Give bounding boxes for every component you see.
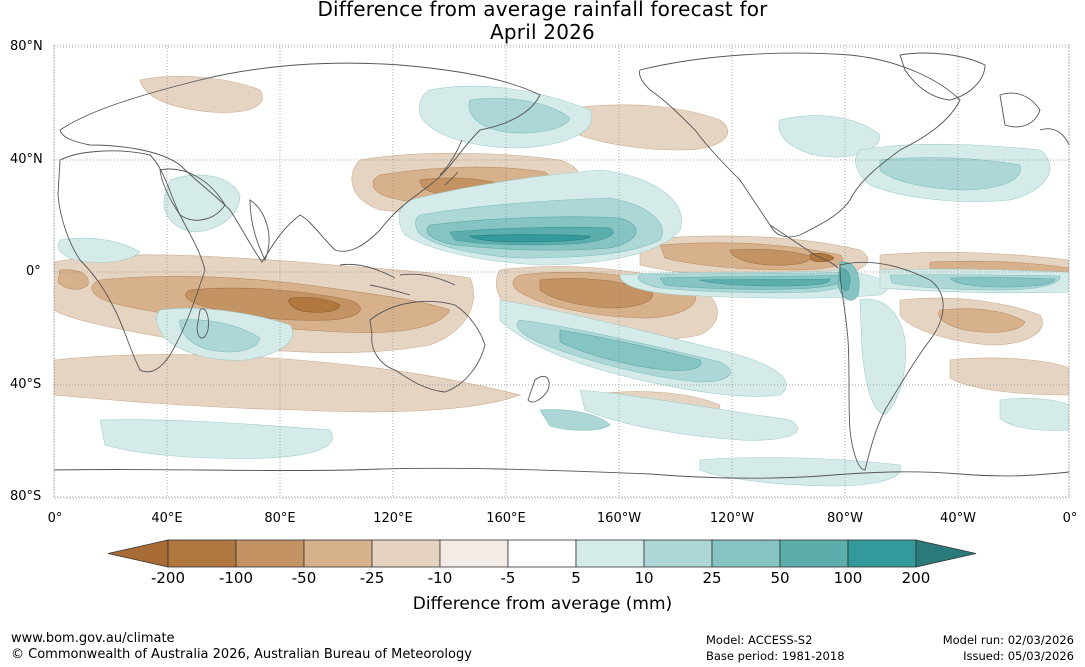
legend-swatch (575, 539, 645, 568)
lon-label-80w: 80°W (827, 511, 863, 526)
coastlines (53, 52, 1070, 479)
footer-model: Model: ACCESS-S2 (706, 633, 813, 647)
legend-swatch-above-max (915, 539, 977, 568)
map-frame (53, 44, 1070, 499)
legend-swatch (779, 539, 849, 568)
legend-tick: -25 (359, 569, 385, 587)
legend-tick: -200 (150, 569, 186, 587)
legend-tick: 50 (770, 569, 790, 587)
lon-label-40e: 40°E (151, 511, 183, 526)
lon-label-120e: 120°E (373, 511, 413, 526)
lon-label-120w: 120°W (709, 511, 755, 526)
legend-swatch (847, 539, 917, 568)
legend-tick: -5 (500, 569, 516, 587)
footer-model-run: Model run: 02/03/2026 (942, 633, 1074, 647)
map-title-line2: April 2026 (490, 20, 595, 44)
legend-tick: -50 (291, 569, 317, 587)
legend-tick: 100 (833, 569, 863, 587)
lat-label-40n: 40°N (10, 152, 43, 167)
legend-swatch (643, 539, 713, 568)
legend-swatch (371, 539, 441, 568)
footer-base-period: Base period: 1981-2018 (706, 649, 845, 663)
lat-label-equator: 0° (26, 264, 41, 279)
legend-swatch (303, 539, 373, 568)
legend-swatch (711, 539, 781, 568)
legend-tick: 200 (901, 569, 931, 587)
lat-label-80n: 80°N (10, 39, 43, 54)
footer-copyright: © Commonwealth of Australia 2026, Austra… (11, 647, 472, 662)
footer-issued: Issued: 05/03/2026 (963, 649, 1074, 663)
legend-swatch (439, 539, 509, 568)
lon-label-0-right: 0° (1062, 511, 1078, 526)
legend-swatch (235, 539, 305, 568)
lon-label-160e: 160°E (486, 511, 526, 526)
lat-label-80s: 80°S (10, 489, 42, 504)
footer-url[interactable]: www.bom.gov.au/climate (11, 631, 175, 646)
legend-caption: Difference from average (mm) (412, 594, 673, 614)
lon-label-160w: 160°W (596, 511, 642, 526)
legend-swatch-below-min (107, 539, 169, 568)
graticule (53, 45, 1070, 498)
legend-swatch (507, 539, 577, 568)
lon-label-0-left: 0° (47, 511, 63, 526)
lon-label-80e: 80°E (264, 511, 296, 526)
legend-tick: -100 (218, 569, 254, 587)
lat-label-40s: 40°S (10, 377, 42, 392)
map-title-line1: Difference from average rainfall forecas… (317, 0, 768, 21)
lon-label-40w: 40°W (940, 511, 976, 526)
legend-swatch (167, 539, 237, 568)
legend-tick: 10 (634, 569, 654, 587)
legend-tick: 25 (702, 569, 722, 587)
legend-tick: 5 (571, 569, 581, 587)
legend-tick: -10 (427, 569, 453, 587)
